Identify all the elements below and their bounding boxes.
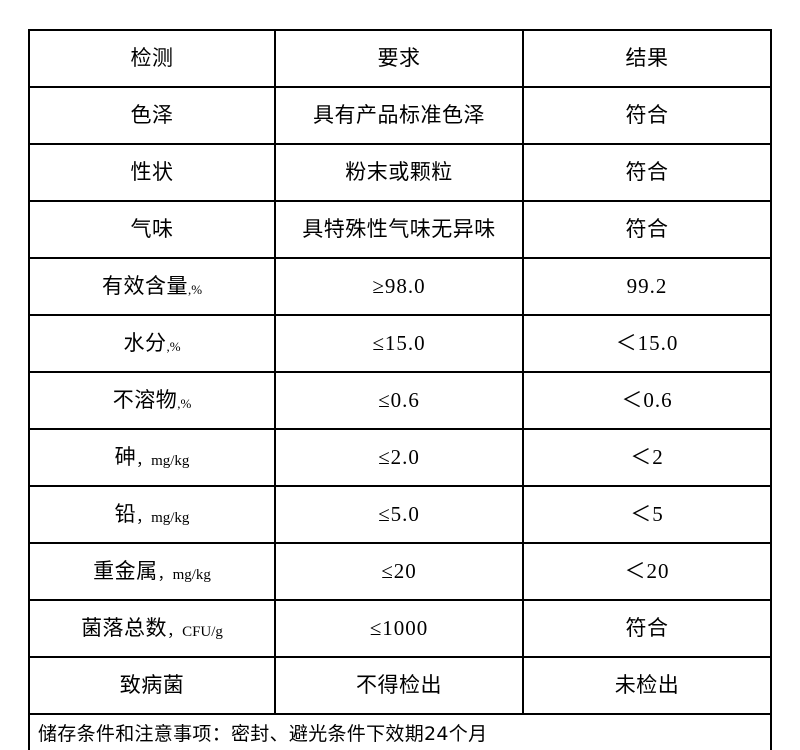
table-row: 性状 粉末或颗粒 符合 (28, 143, 772, 202)
item-unit: ，CFU/g (167, 624, 223, 641)
cell-item: 色泽 (28, 86, 276, 145)
table-header-row: 检测 要求 结果 (28, 29, 772, 88)
table-row: 水分,% ≤15.0 ＜15.0 (28, 314, 772, 373)
requirement-value: ≤0.6 (378, 388, 420, 413)
table-row: 铅，mg/kg ≤5.0 ＜5 (28, 485, 772, 544)
cell-result: ＜5 (522, 485, 772, 544)
result-value: ＜20 (624, 559, 670, 584)
cell-item: 不溶物,% (28, 371, 276, 430)
item-unit: ，mg/kg (136, 510, 190, 527)
table-row: 菌落总数，CFU/g ≤1000 符合 (28, 599, 772, 658)
item-name: 色泽 (130, 103, 174, 128)
item-unit: ,% (166, 339, 181, 355)
cell-item: 有效含量,% (28, 257, 276, 316)
cell-item: 砷，mg/kg (28, 428, 276, 487)
cell-requirement: 不得检出 (274, 656, 524, 715)
cell-item: 气味 (28, 200, 276, 259)
item-name: 不溶物 (112, 388, 178, 413)
item-unit: ，mg/kg (136, 453, 190, 470)
item-unit: ，mg/kg (157, 567, 211, 584)
table-body: 检测 要求 结果 色泽 具有产品标准色泽 符合 性状 粉末或颗粒 符合 气味 具特殊性气味无异味 符合… (28, 29, 772, 750)
cell-requirement: 粉末或颗粒 (274, 143, 524, 202)
column-header-label: 检测 (130, 46, 174, 71)
table-footer-row: 储存条件和注意事项：密封、避光条件下效期24个月 (28, 713, 772, 750)
requirement-value: ≤5.0 (378, 502, 420, 527)
result-value: ＜2 (630, 445, 664, 470)
cell-item: 重金属，mg/kg (28, 542, 276, 601)
specification-table: 检测 要求 结果 色泽 具有产品标准色泽 符合 性状 粉末或颗粒 符合 气味 具特殊性气味无异味 符合… (28, 29, 772, 750)
cell-result: ＜2 (522, 428, 772, 487)
requirement-value: ≥98.0 (372, 274, 426, 299)
storage-conditions-note: 储存条件和注意事项：密封、避光条件下效期24个月 (28, 713, 772, 750)
cell-requirement: 具有产品标准色泽 (274, 86, 524, 145)
requirement-value: ≤1000 (369, 616, 429, 641)
result-value: 符合 (625, 217, 669, 242)
table-row: 有效含量,% ≥98.0 99.2 (28, 257, 772, 316)
column-header-requirement: 要求 (274, 29, 524, 88)
spec-table-container: 检测 要求 结果 色泽 具有产品标准色泽 符合 性状 粉末或颗粒 符合 气味 具特殊性气味无异味 符合… (28, 29, 772, 750)
cell-item: 水分,% (28, 314, 276, 373)
cell-item: 致病菌 (28, 656, 276, 715)
table-row: 致病菌 不得检出 未检出 (28, 656, 772, 715)
item-name: 砷 (114, 445, 137, 470)
column-header-label: 要求 (377, 46, 421, 71)
cell-requirement: 具特殊性气味无异味 (274, 200, 524, 259)
item-name: 致病菌 (119, 673, 185, 698)
cell-result: ＜0.6 (522, 371, 772, 430)
requirement-value: ≤2.0 (378, 445, 420, 470)
item-unit: ,% (187, 282, 203, 298)
cell-requirement: ≤2.0 (274, 428, 524, 487)
requirement-value: ≤15.0 (372, 331, 426, 356)
cell-requirement: ≤1000 (274, 599, 524, 658)
item-name: 水分 (123, 331, 167, 356)
table-row: 不溶物,% ≤0.6 ＜0.6 (28, 371, 772, 430)
item-name: 重金属 (93, 559, 158, 584)
column-header-result: 结果 (522, 29, 772, 88)
result-value: ＜5 (630, 502, 664, 527)
cell-item: 性状 (28, 143, 276, 202)
item-name: 菌落总数 (81, 616, 168, 641)
item-unit: ,% (177, 396, 192, 412)
requirement-value: ≤20 (381, 559, 417, 584)
cell-requirement: ≤0.6 (274, 371, 524, 430)
requirement-value: 具特殊性气味无异味 (302, 217, 496, 242)
cell-result: ＜15.0 (522, 314, 772, 373)
result-value: ＜15.0 (615, 331, 679, 356)
cell-item: 铅，mg/kg (28, 485, 276, 544)
cell-requirement: ≤5.0 (274, 485, 524, 544)
requirement-value: 粉末或颗粒 (345, 160, 453, 185)
column-header-item: 检测 (28, 29, 276, 88)
result-value: 符合 (625, 616, 669, 641)
storage-conditions-text: 储存条件和注意事项：密封、避光条件下效期24个月 (38, 723, 488, 746)
requirement-value: 不得检出 (356, 673, 442, 698)
cell-result: 未检出 (522, 656, 772, 715)
table-row: 砷，mg/kg ≤2.0 ＜2 (28, 428, 772, 487)
item-name: 气味 (130, 217, 174, 242)
result-value: 符合 (625, 160, 669, 185)
item-name: 性状 (130, 160, 174, 185)
cell-result: ＜20 (522, 542, 772, 601)
item-name: 有效含量 (101, 274, 188, 299)
result-value: 未检出 (614, 673, 680, 698)
requirement-value: 具有产品标准色泽 (313, 103, 485, 128)
cell-item: 菌落总数，CFU/g (28, 599, 276, 658)
item-name: 铅 (114, 502, 137, 527)
cell-result: 符合 (522, 599, 772, 658)
cell-requirement: ≤15.0 (274, 314, 524, 373)
result-value: 99.2 (626, 274, 668, 299)
cell-requirement: ≤20 (274, 542, 524, 601)
table-row: 色泽 具有产品标准色泽 符合 (28, 86, 772, 145)
cell-requirement: ≥98.0 (274, 257, 524, 316)
column-header-label: 结果 (625, 46, 669, 71)
cell-result: 符合 (522, 200, 772, 259)
result-value: ＜0.6 (621, 388, 673, 413)
result-value: 符合 (625, 103, 669, 128)
cell-result: 符合 (522, 143, 772, 202)
table-row: 气味 具特殊性气味无异味 符合 (28, 200, 772, 259)
table-row: 重金属，mg/kg ≤20 ＜20 (28, 542, 772, 601)
cell-result: 符合 (522, 86, 772, 145)
cell-result: 99.2 (522, 257, 772, 316)
